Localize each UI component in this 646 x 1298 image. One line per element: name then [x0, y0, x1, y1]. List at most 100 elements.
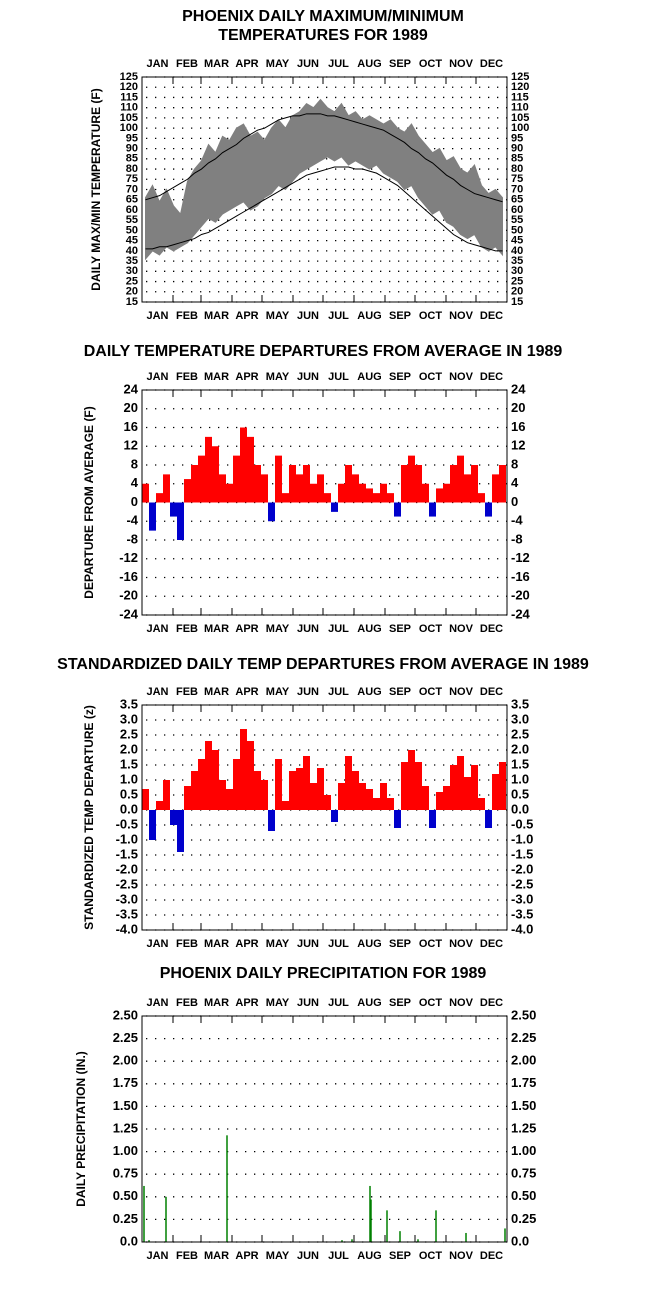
y-tick-label-right: 0.50	[511, 1188, 536, 1203]
month-label: NOV	[449, 1250, 474, 1262]
y-tick-label-right: -24	[511, 606, 531, 621]
month-label: AUG	[357, 58, 381, 70]
y-tick-label: -2.5	[116, 876, 138, 891]
month-label: OCT	[419, 58, 443, 70]
month-label: DEC	[480, 58, 503, 70]
departure-bar	[303, 756, 310, 810]
y-tick-label: -1.5	[116, 846, 138, 861]
y-tick-label-right: 25	[511, 275, 523, 287]
month-label: JUL	[328, 1250, 349, 1262]
departure-bar	[184, 786, 191, 810]
y-tick-label: 3.0	[120, 711, 138, 726]
y-tick-label-right: 0.0	[511, 801, 529, 816]
y-tick-label: 0.0	[120, 801, 138, 816]
departure-bar	[415, 465, 422, 503]
departure-bar	[191, 465, 198, 503]
month-label: FEB	[176, 310, 198, 322]
departure-bar	[282, 801, 289, 810]
y-tick-label: 110	[120, 102, 138, 114]
departure-bar	[457, 455, 464, 503]
departure-bar	[296, 768, 303, 810]
precip-bar	[369, 1185, 371, 1242]
departure-bar	[289, 771, 296, 810]
month-label: MAY	[266, 686, 290, 698]
departure-bar	[387, 493, 394, 503]
month-label: OCT	[419, 371, 443, 383]
y-tick-label-right: 75	[511, 173, 523, 185]
departure-bar	[408, 750, 415, 810]
month-label: APR	[235, 623, 258, 635]
month-label: APR	[235, 310, 258, 322]
month-label: JAN	[146, 938, 168, 950]
month-label: FEB	[176, 371, 198, 383]
y-tick-label-right: 2.50	[511, 1007, 536, 1022]
departure-bar	[310, 783, 317, 810]
precip-bar	[351, 1239, 353, 1242]
y-tick-label-right: 2.00	[511, 1053, 536, 1068]
y-tick-label: 1.75	[113, 1075, 138, 1090]
month-label: DEC	[480, 938, 503, 950]
y-tick-label-right: 8	[511, 456, 518, 471]
precip-bar	[165, 1196, 167, 1242]
y-tick-label-right: 90	[511, 142, 523, 154]
y-tick-label: 0.0	[120, 1233, 138, 1248]
y-tick-label-right: 30	[511, 265, 523, 277]
y-tick-label: -20	[119, 588, 138, 603]
departure-bar	[184, 479, 191, 503]
y-tick-label-right: 85	[511, 153, 523, 165]
departure-bar	[436, 488, 443, 503]
y-tick-label-right: 2.5	[511, 726, 529, 741]
y-tick-label: 2.25	[113, 1030, 138, 1045]
departure-bar	[499, 762, 506, 810]
y-tick-label-right: 105	[511, 112, 529, 124]
y-tick-label-right: 95	[511, 132, 523, 144]
precip-bar	[370, 1199, 372, 1242]
month-label: FEB	[176, 58, 198, 70]
y-tick-label-right: 80	[511, 163, 523, 175]
departure-bar	[261, 474, 268, 503]
departure-bar	[233, 455, 240, 503]
month-label: JUL	[328, 686, 349, 698]
departure-bar	[352, 474, 359, 503]
y-tick-label-right: 50	[511, 224, 523, 236]
departure-bar	[464, 474, 471, 503]
departure-bar	[198, 455, 205, 503]
y-tick-label-right: -12	[511, 550, 530, 565]
departure-bar	[156, 801, 163, 810]
chart-title: PHOENIX DAILY PRECIPITATION FOR 1989	[160, 965, 487, 982]
month-label: AUG	[357, 1250, 381, 1262]
y-tick-label-right: 120	[511, 81, 529, 93]
y-tick-label-right: 110	[511, 102, 529, 114]
departure-bar	[345, 756, 352, 810]
month-label: MAY	[266, 310, 290, 322]
y-tick-label: 40	[126, 245, 138, 257]
departure-bar	[499, 465, 506, 503]
y-tick-label-right: -8	[511, 531, 523, 546]
departure-bar	[226, 789, 233, 810]
month-label: DEC	[480, 1250, 503, 1262]
departure-bar	[324, 493, 331, 503]
y-tick-label-right: 4	[511, 475, 519, 490]
y-tick-label-right: -3.5	[511, 906, 533, 921]
departure-bar	[268, 502, 275, 522]
month-label: JUN	[297, 371, 319, 383]
month-label: NOV	[449, 58, 474, 70]
departure-bar	[205, 436, 212, 503]
y-tick-label: -4.0	[116, 921, 138, 936]
month-label: AUG	[357, 686, 381, 698]
month-label: JAN	[146, 371, 168, 383]
y-tick-label-right: 0.75	[511, 1166, 536, 1181]
departure-bar	[156, 493, 163, 503]
month-label: MAR	[204, 686, 229, 698]
departure-bar	[408, 455, 415, 503]
y-tick-label: 55	[126, 214, 138, 226]
month-label: AUG	[357, 623, 381, 635]
y-tick-label: 8	[131, 456, 138, 471]
y-tick-label: 0.75	[113, 1166, 138, 1181]
y-tick-label-right: 0.0	[511, 1233, 529, 1248]
departure-bar	[324, 795, 331, 810]
departure-bar	[240, 729, 247, 810]
departure-bar	[450, 765, 457, 810]
month-label: MAY	[266, 58, 290, 70]
